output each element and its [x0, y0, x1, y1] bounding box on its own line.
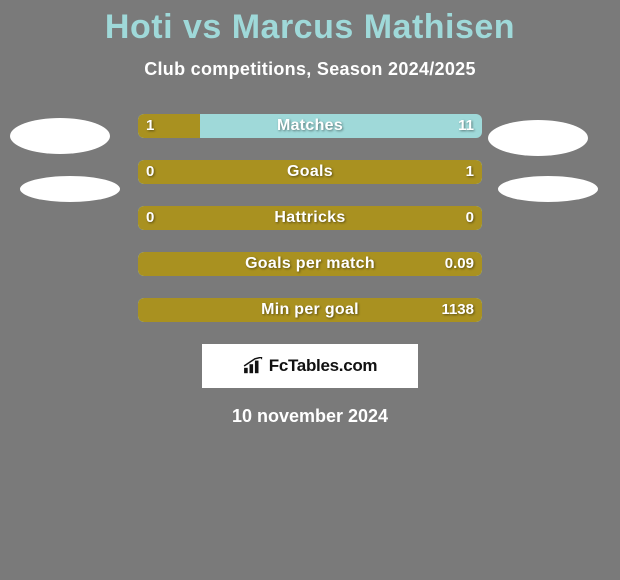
stat-bar: Hattricks0 0 — [138, 206, 482, 230]
comparison-bars: Matches111Goals01Hattricks00Goals per ma… — [138, 114, 482, 322]
bar-value-right: 0.09 — [445, 252, 474, 276]
bar-value-right: 11 — [458, 114, 474, 138]
bar-value-right: 0 — [466, 206, 474, 230]
bar-label: Goals — [138, 160, 482, 184]
date-label: 10 november 2024 — [0, 406, 620, 427]
player-right-avatar — [488, 120, 588, 156]
player-left-avatar — [10, 118, 110, 154]
bar-value-right: 1138 — [441, 298, 474, 322]
source-logo: FcTables.com — [202, 344, 418, 388]
stat-bar: Min per goal1138 — [138, 298, 482, 322]
bar-label: Goals per match — [138, 252, 482, 276]
bar-value-right: 1 — [466, 160, 474, 184]
bar-value-left: 1 — [146, 114, 154, 138]
player-left-shadow — [20, 176, 120, 202]
bar-value-left: 0 — [146, 206, 154, 230]
bar-label: Min per goal — [138, 298, 482, 322]
stat-bar: Goals0 1 — [138, 160, 482, 184]
player-right-shadow — [498, 176, 598, 202]
logo-text: FcTables.com — [269, 356, 378, 376]
subtitle: Club competitions, Season 2024/2025 — [0, 59, 620, 80]
stat-bar: Matches111 — [138, 114, 482, 138]
stat-bar: Goals per match0.09 — [138, 252, 482, 276]
bar-chart-icon — [243, 357, 265, 375]
bar-label: Matches — [138, 114, 482, 138]
bar-label: Hattricks — [138, 206, 482, 230]
page-title: Hoti vs Marcus Mathisen — [0, 0, 620, 47]
bar-value-left: 0 — [146, 160, 154, 184]
